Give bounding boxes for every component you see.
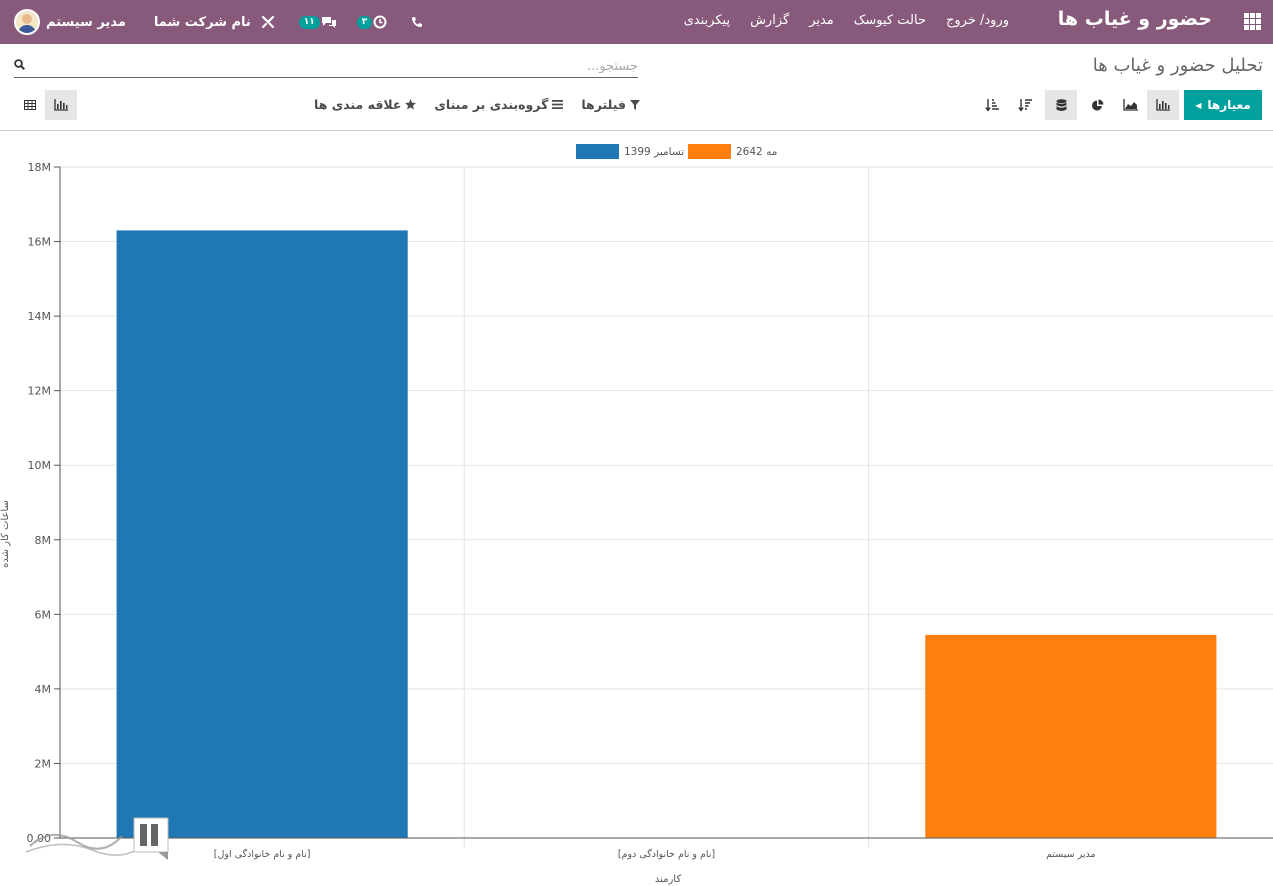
apps-grid-icon[interactable] <box>1244 13 1261 30</box>
groupby-label: گروه‌بندی بر مبنای <box>434 97 549 112</box>
measures-label: معیارها <box>1207 98 1251 112</box>
top-navbar: حضور و غیاب ها ورود/ خروج حالت کیوسک مدی… <box>0 0 1273 44</box>
menu-item-reporting[interactable]: گزارش <box>750 13 790 28</box>
page-title: تحلیل حضور و غیاب ها <box>1092 55 1263 76</box>
y-tick-label: 4M <box>35 683 52 696</box>
main-menu: ورود/ خروج حالت کیوسک مدیر گزارش پیکربند… <box>684 13 1009 28</box>
bar-chart-icon <box>54 99 68 111</box>
sort-descending-icon <box>1018 98 1032 112</box>
measures-button[interactable]: معیارها ◀ <box>1184 90 1262 120</box>
x-tick-label: [نام و نام خانوادگی دوم] <box>618 848 715 860</box>
x-tick-label: [نام و نام خانوادگی اول] <box>214 848 311 860</box>
systray: مدیر سیستم نام شرکت شما ۱۱ ۳ <box>14 7 423 37</box>
legend-swatch <box>576 144 619 159</box>
favorites-label: علاقه مندی ها <box>314 97 402 112</box>
legend-label: تسامبر 1399 <box>624 146 684 158</box>
app-brand-title: حضور و غیاب ها <box>1057 8 1212 30</box>
legend-label: مه 2642 <box>736 146 777 158</box>
user-avatar[interactable] <box>14 9 40 35</box>
sort-descending-button[interactable] <box>1009 90 1041 120</box>
filters-dropdown[interactable]: فیلترها <box>581 97 640 112</box>
star-icon <box>405 99 417 110</box>
y-tick-label: 8M <box>35 534 52 547</box>
stacked-toggle-button[interactable] <box>1045 90 1077 120</box>
y-tick-label: 16M <box>28 236 52 249</box>
line-chart-mode-button[interactable] <box>1114 90 1146 120</box>
control-panel-divider <box>0 130 1273 131</box>
pivot-view-button[interactable] <box>14 90 46 120</box>
y-axis-title: ساعات کار شده <box>0 500 11 568</box>
y-tick-label: 2M <box>35 757 52 770</box>
sort-ascending-icon <box>985 98 999 112</box>
bar-series-1-category-0 <box>116 230 408 839</box>
debug-tools-icon[interactable] <box>261 15 275 29</box>
y-tick-label: 18M <box>28 161 52 174</box>
database-icon <box>1056 98 1066 111</box>
messages-badge: ۱۱ <box>298 15 320 29</box>
messages-icon[interactable]: ۱۱ <box>298 15 337 29</box>
menu-item-configuration[interactable]: پیکربندی <box>683 13 731 28</box>
pie-chart-mode-button[interactable] <box>1081 90 1113 120</box>
bar-chart-icon <box>1156 99 1170 111</box>
user-name[interactable]: مدیر سیستم <box>46 14 126 30</box>
menu-item-check-in-out[interactable]: ورود/ خروج <box>945 13 1009 28</box>
sort-ascending-button[interactable] <box>976 90 1008 120</box>
filters-label: فیلترها <box>581 97 626 112</box>
menu-item-kiosk-mode[interactable]: حالت کیوسک <box>853 13 926 28</box>
search-icon[interactable] <box>14 59 25 70</box>
pie-chart-icon <box>1091 99 1103 110</box>
search-options: فیلترها گروه‌بندی بر مبنای علاقه مندی ها <box>314 97 640 112</box>
legend-swatch <box>688 144 731 159</box>
bar-series-0-category-2 <box>925 634 1217 838</box>
bars-icon <box>552 100 564 109</box>
graph-view-button[interactable] <box>45 90 77 120</box>
activities-icon[interactable]: ۳ <box>356 15 388 29</box>
favorites-dropdown[interactable]: علاقه مندی ها <box>314 97 417 112</box>
search-bar <box>14 54 638 78</box>
y-tick-label: 12M <box>28 385 52 398</box>
x-axis-title: کارمند <box>655 874 681 885</box>
caret-left-icon: ◀ <box>1195 100 1202 110</box>
search-input[interactable] <box>36 56 638 76</box>
bar-chart-mode-button[interactable] <box>1147 90 1179 120</box>
area-chart-icon <box>1122 99 1138 111</box>
x-tick-label: مدیر سیستم <box>1046 849 1095 860</box>
y-tick-label: 6M <box>35 608 52 621</box>
menu-item-manager[interactable]: مدیر <box>809 13 834 28</box>
company-name[interactable]: نام شرکت شما <box>153 14 251 30</box>
y-tick-label: 14M <box>28 310 52 323</box>
filter-icon <box>630 99 640 110</box>
y-tick-label: 10M <box>28 459 52 472</box>
groupby-dropdown[interactable]: گروه‌بندی بر مبنای <box>434 97 564 112</box>
activities-badge: ۳ <box>356 15 373 29</box>
table-icon <box>24 100 36 110</box>
watermark-logo <box>25 817 169 860</box>
phone-icon[interactable] <box>411 16 423 28</box>
